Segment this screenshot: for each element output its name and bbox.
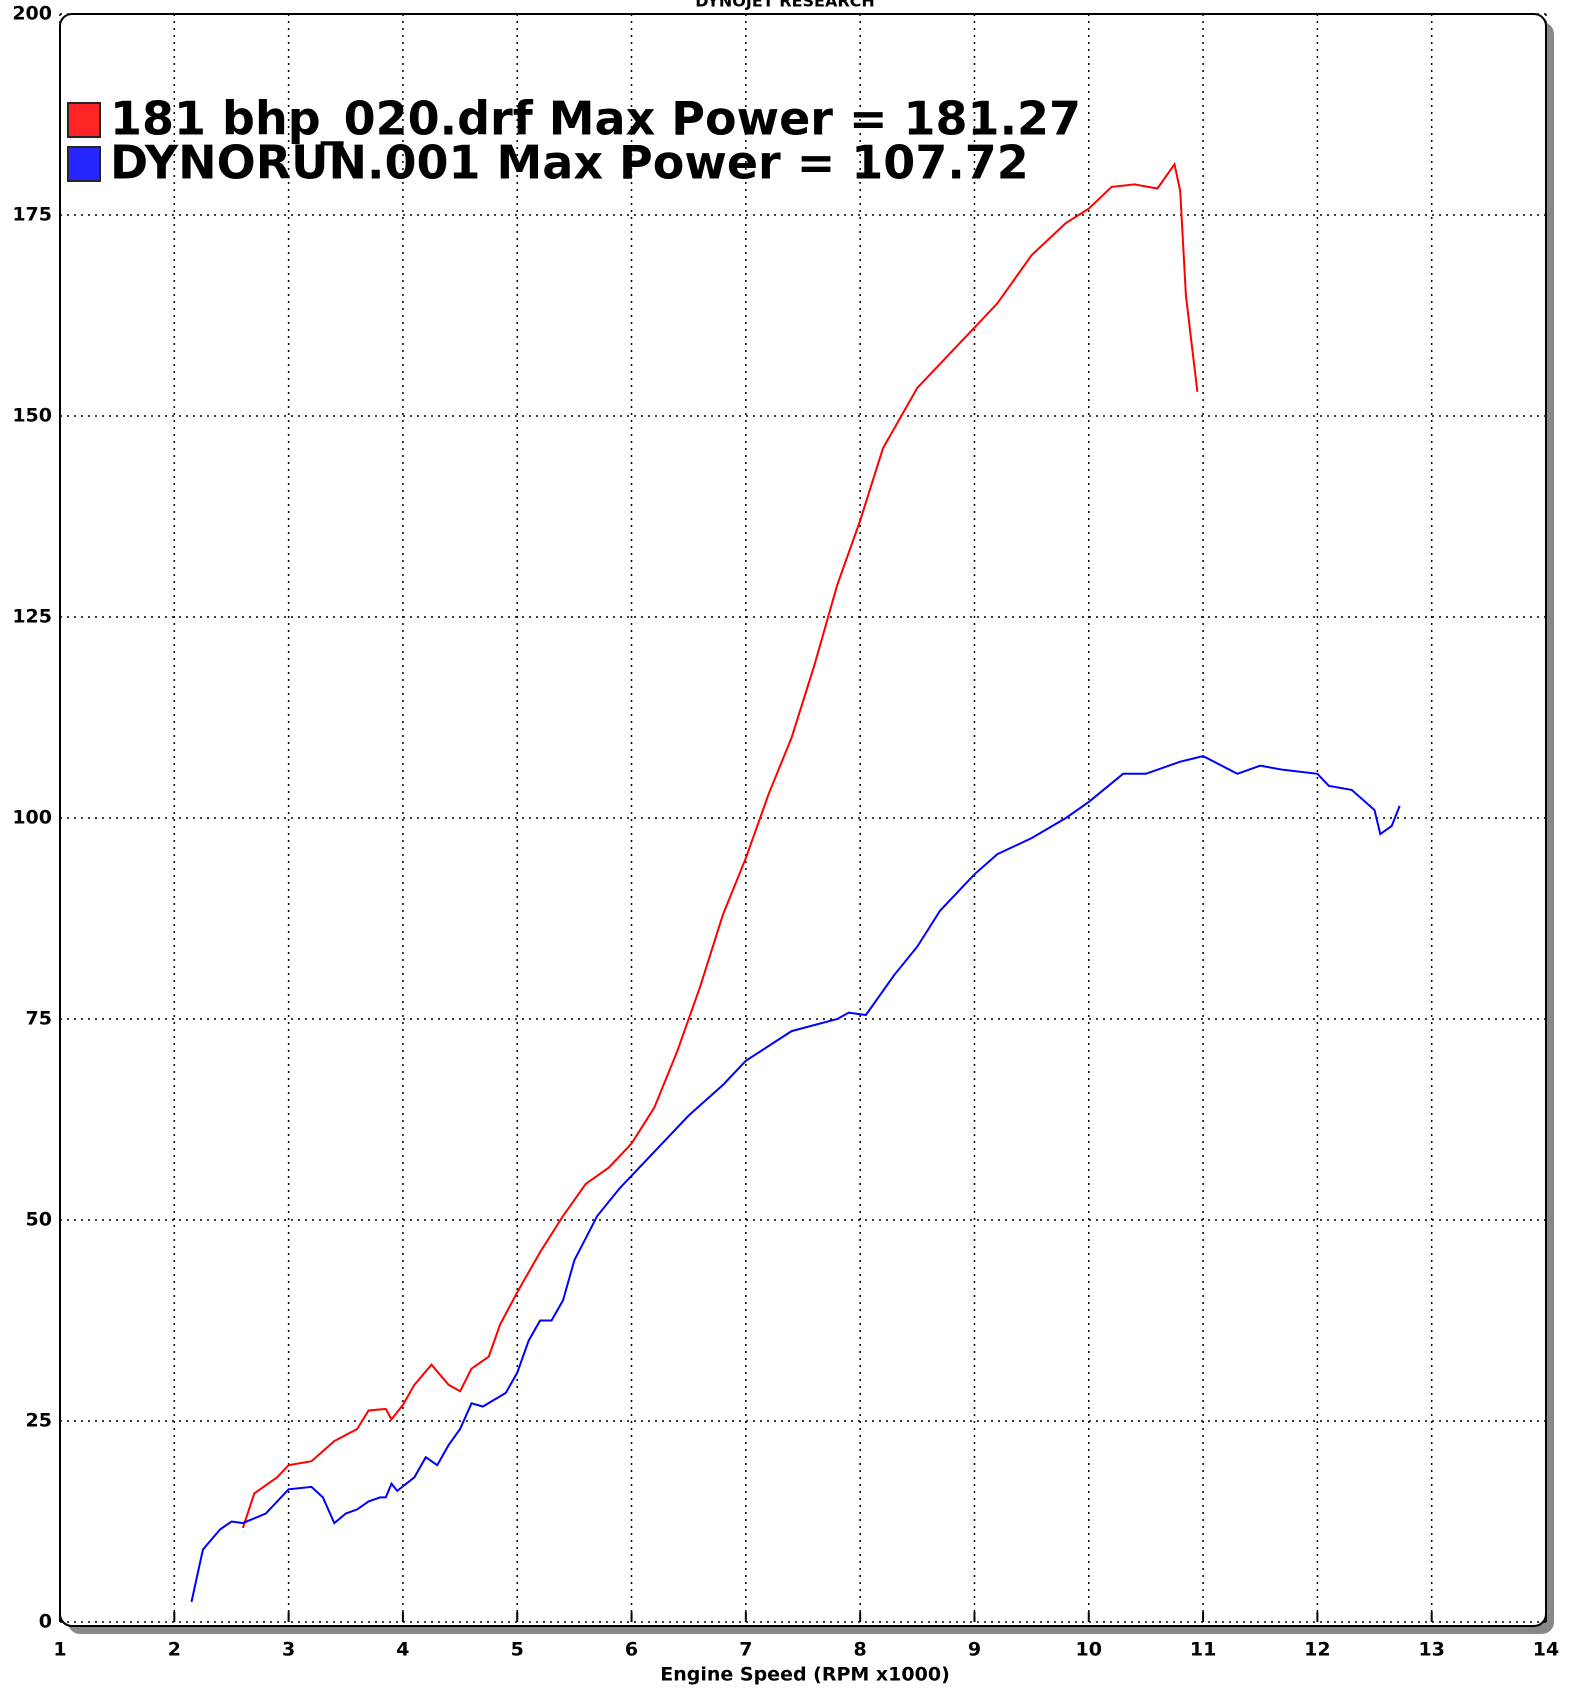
x-axis-label: Engine Speed (RPM x1000) [660, 1664, 950, 1686]
x-tick-label: 11 [1190, 1639, 1216, 1661]
y-tick-label: 175 [12, 204, 52, 226]
chart-title: DYNOJET RESEARCH [695, 0, 875, 11]
x-tick-label: 12 [1304, 1639, 1330, 1661]
y-tick-label: 150 [12, 405, 52, 427]
x-tick-label: 2 [168, 1639, 181, 1661]
y-tick-label: 125 [12, 606, 52, 628]
x-tick-label: 6 [625, 1639, 638, 1661]
y-tick-label: 75 [26, 1008, 52, 1030]
series-line [241, 161, 1199, 1529]
x-tick-label: 3 [282, 1639, 295, 1661]
x-tick-label: 7 [739, 1639, 752, 1661]
x-tick-label: 8 [854, 1639, 867, 1661]
legend-swatch [67, 146, 101, 182]
y-tick-label: 200 [12, 3, 52, 25]
x-tick-label: 5 [511, 1639, 524, 1661]
x-tick-label: 14 [1533, 1639, 1559, 1661]
x-tick-label: 1 [53, 1639, 66, 1661]
legend-label: DYNORUN.001 Max Power = 107.72 [110, 136, 1029, 190]
y-tick-label: 100 [12, 807, 52, 829]
x-tick-label: 9 [968, 1639, 981, 1661]
plot-frame [59, 13, 1547, 1627]
x-tick-label: 13 [1418, 1639, 1444, 1661]
y-tick-label: 25 [26, 1410, 52, 1432]
y-tick-label: 0 [39, 1611, 52, 1633]
legend-swatch [67, 102, 101, 138]
x-tick-label: 4 [396, 1639, 409, 1661]
series-line [190, 755, 1401, 1603]
y-tick-label: 50 [26, 1209, 52, 1231]
legend-label: 181 bhp_020.drf Max Power = 181.27 [110, 92, 1081, 146]
x-tick-label: 10 [1076, 1639, 1102, 1661]
